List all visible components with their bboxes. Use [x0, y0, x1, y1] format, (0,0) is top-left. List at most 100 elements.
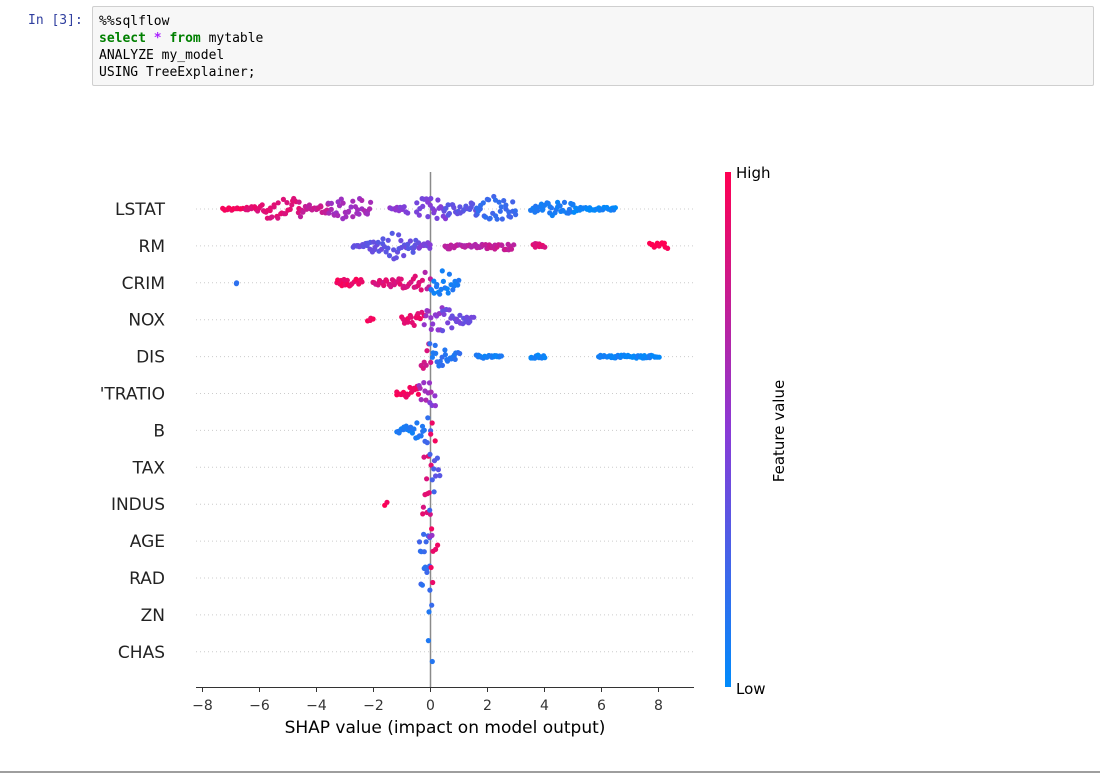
shap-point — [414, 200, 420, 206]
shap-point — [385, 237, 391, 243]
shap-point — [480, 200, 486, 206]
shap-point — [414, 420, 420, 426]
shap-point — [437, 291, 443, 297]
shap-point — [410, 249, 416, 255]
shap-point — [439, 268, 445, 274]
shap-point — [380, 236, 386, 242]
shap-point — [446, 271, 452, 277]
code-cell-input[interactable]: %%sqlflow select * from mytable ANALYZE my… — [92, 6, 1094, 86]
feature-label: B — [153, 421, 165, 441]
shap-point — [420, 203, 426, 209]
cell-divider — [0, 771, 1100, 773]
shap-point — [364, 211, 370, 217]
shap-point — [442, 352, 448, 358]
shap-point — [428, 326, 434, 332]
shap-point — [542, 244, 548, 250]
feature-label: TAX — [132, 458, 166, 478]
shap-point — [401, 253, 407, 259]
shap-point — [433, 473, 439, 479]
shap-point — [427, 511, 433, 517]
shap-point — [441, 311, 447, 317]
shap-point — [437, 473, 443, 479]
shap-point — [561, 199, 568, 205]
shap-point — [612, 205, 619, 211]
shap-point — [445, 290, 451, 296]
shap-point — [396, 232, 402, 238]
shap-point — [435, 542, 441, 548]
code-text: mytable — [200, 31, 264, 46]
shap-point — [428, 315, 434, 321]
shap-point — [289, 202, 295, 208]
shap-point — [432, 438, 438, 444]
shap-point — [445, 320, 451, 326]
shap-point — [348, 204, 354, 210]
shap-point — [328, 206, 334, 212]
x-axis-title: SHAP value (impact on model output) — [285, 718, 606, 738]
shap-point — [359, 197, 365, 203]
shap-point — [356, 211, 362, 217]
shap-point — [415, 391, 421, 397]
shap-point — [503, 202, 509, 208]
shap-point — [405, 319, 411, 325]
shap-point — [425, 638, 431, 644]
shap-point — [498, 204, 504, 210]
shap-point — [416, 539, 423, 545]
shap-point — [428, 431, 434, 437]
x-tick-label: 8 — [654, 698, 663, 714]
x-tick-label: 4 — [540, 698, 549, 714]
shap-point — [497, 208, 503, 214]
shap-point — [449, 325, 455, 331]
shap-point — [259, 202, 265, 208]
feature-label: CHAS — [118, 643, 165, 663]
shap-point — [429, 532, 435, 539]
code-line: select * from mytable — [99, 30, 1087, 47]
shap-point — [391, 247, 397, 253]
sql-keyword: from — [169, 31, 201, 46]
feature-label: INDUS — [111, 495, 165, 515]
feature-label: 'TRATIO — [100, 385, 165, 405]
shap-point — [548, 205, 555, 211]
shap-point — [425, 308, 431, 314]
shap-point — [350, 198, 356, 204]
shap-point — [511, 242, 517, 248]
shap-point — [343, 214, 349, 220]
shap-point — [661, 240, 668, 246]
x-tick-label: 0 — [426, 698, 435, 714]
shap-point — [367, 206, 373, 212]
feature-label: NOX — [128, 311, 165, 331]
shap-point — [433, 350, 439, 356]
shap-point — [409, 430, 415, 436]
shap-point — [381, 282, 387, 289]
shap-point — [457, 204, 463, 210]
shap-point — [496, 199, 502, 205]
shap-point — [434, 455, 440, 461]
shap-point — [486, 197, 492, 203]
shap-point — [411, 322, 417, 328]
shap-point — [397, 281, 403, 287]
shap-point — [508, 246, 515, 252]
colorbar-title: Feature value — [770, 380, 788, 482]
code-text: ANALYZE my_model — [99, 48, 225, 63]
shap-point — [326, 210, 332, 216]
shap-point — [444, 286, 450, 292]
shap-point — [408, 314, 414, 320]
shap-point — [434, 215, 440, 221]
shap-point — [501, 198, 507, 204]
shap-point — [451, 204, 457, 211]
sql-keyword: select — [99, 31, 146, 46]
shap-point — [405, 210, 411, 216]
shap-point — [421, 427, 427, 433]
shap-point — [439, 362, 445, 368]
feature-label: DIS — [136, 348, 165, 368]
shap-point — [417, 316, 423, 322]
shap-point — [384, 499, 390, 505]
shap-point — [427, 451, 433, 457]
shap-point — [427, 587, 433, 593]
shap-point — [385, 245, 391, 251]
shap-point — [425, 415, 431, 421]
shap-point — [375, 239, 381, 245]
shap-point — [271, 202, 277, 208]
x-tick-label: 6 — [597, 698, 606, 714]
shap-point — [506, 209, 512, 215]
